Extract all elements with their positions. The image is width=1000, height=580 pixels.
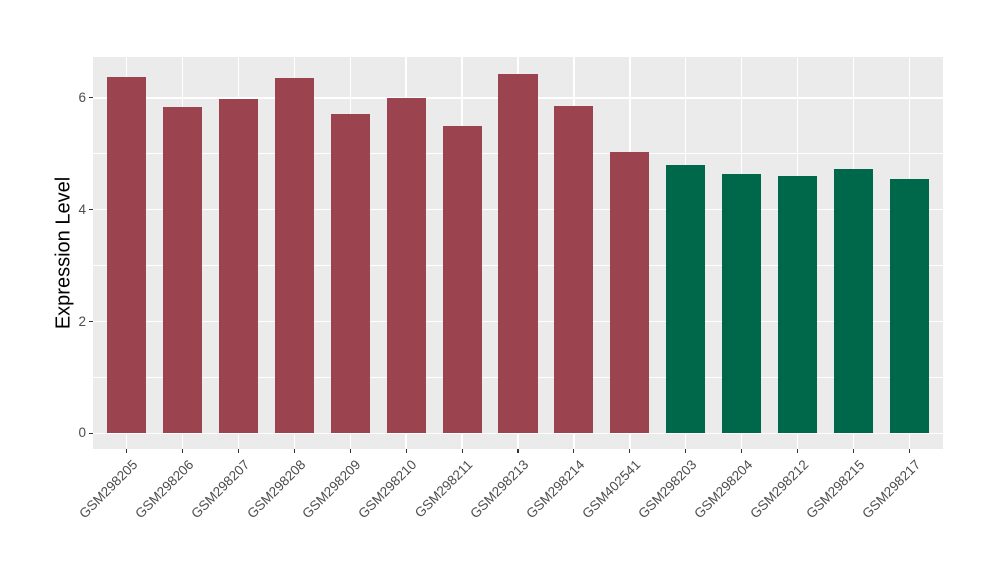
x-tick-mark	[181, 449, 184, 453]
x-tick-label: GSM298217	[858, 457, 924, 522]
x-tick-label: GSM298205	[75, 457, 141, 522]
bar-GSM298215	[833, 169, 874, 434]
x-tick-label: GSM298209	[299, 457, 364, 522]
x-tick-mark	[573, 449, 575, 453]
x-tick-mark	[237, 449, 239, 453]
x-tick-mark	[852, 449, 855, 453]
x-tick-mark	[405, 449, 407, 453]
x-tick-mark	[126, 449, 128, 453]
plot-panel	[93, 57, 943, 449]
bar-GSM298210	[386, 97, 426, 434]
y-axis-title: Expression Level	[52, 176, 75, 330]
x-tick-label: GSM298211	[412, 457, 476, 521]
x-tick-label: GSM298203	[635, 457, 700, 522]
x-tick-label: GSM298210	[355, 457, 420, 522]
y-tick-mark	[89, 432, 93, 434]
y-tick-label: 0	[78, 425, 86, 441]
x-tick-label: GSM298204	[691, 457, 756, 522]
bar-GSM298205	[106, 76, 147, 434]
x-tick-label: GSM298207	[187, 457, 253, 522]
bar-GSM298207	[218, 98, 258, 434]
bar-GSM298213	[498, 73, 538, 434]
bar-GSM402541	[610, 151, 650, 434]
y-tick-label: 6	[78, 89, 86, 105]
x-tick-mark	[685, 449, 687, 453]
x-tick-mark	[461, 449, 463, 453]
bar-GSM298211	[442, 126, 482, 434]
y-tick-label: 2	[78, 313, 86, 329]
x-tick-mark	[517, 449, 519, 453]
bar-GSM298206	[162, 107, 203, 434]
x-tick-label: GSM298206	[131, 457, 197, 522]
x-tick-mark	[349, 449, 351, 453]
x-tick-mark	[908, 449, 910, 453]
x-tick-label: GSM298214	[523, 457, 588, 522]
x-tick-label: GSM298215	[802, 457, 868, 522]
y-tick-label: 4	[78, 201, 86, 217]
bar-GSM298209	[330, 114, 370, 434]
x-tick-mark	[629, 449, 631, 453]
x-tick-label: GSM402541	[579, 457, 644, 522]
y-tick-mark	[89, 320, 93, 323]
bar-GSM298214	[554, 105, 594, 434]
bar-GSM298212	[778, 175, 818, 434]
bar-GSM298203	[666, 165, 706, 434]
x-tick-mark	[797, 449, 799, 453]
bar-GSM298208	[274, 78, 314, 434]
x-tick-label: GSM298212	[747, 457, 812, 522]
x-tick-label: GSM298208	[243, 457, 308, 522]
x-tick-mark	[741, 449, 743, 453]
y-tick-mark	[89, 97, 93, 99]
x-tick-mark	[293, 449, 295, 453]
bar-GSM298204	[722, 174, 762, 434]
bar-GSM298217	[889, 179, 930, 434]
y-tick-mark	[89, 209, 93, 211]
x-tick-label: GSM298213	[467, 457, 532, 522]
